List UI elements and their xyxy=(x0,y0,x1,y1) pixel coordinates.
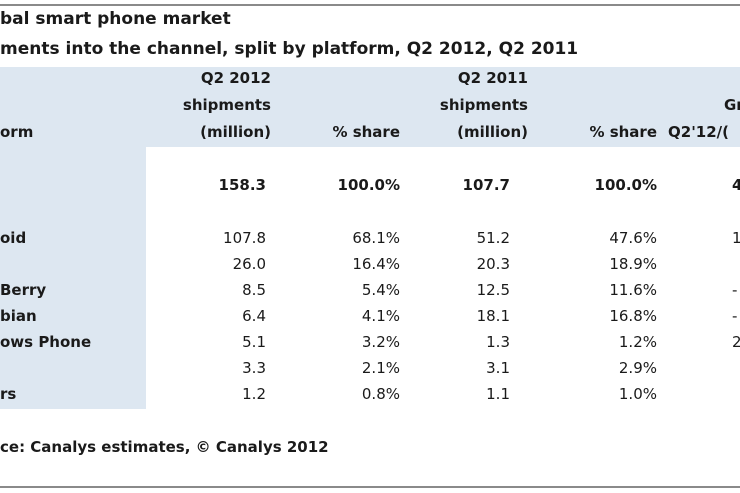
cell: 4.1% xyxy=(361,307,400,325)
cell: 1.1 xyxy=(486,385,510,403)
cell: 68.1% xyxy=(352,229,400,247)
cell: 12.5 xyxy=(476,281,510,299)
cell: 20.3 xyxy=(476,255,510,273)
cell: 4 xyxy=(732,176,740,194)
row-label: ows Phone xyxy=(0,333,92,351)
cell: 2 xyxy=(732,333,740,351)
cell: 100.0% xyxy=(337,176,400,194)
header-band xyxy=(0,67,740,147)
header-q2-2011: (million) xyxy=(457,123,528,141)
row-label: Berry xyxy=(0,281,47,299)
cell: 8.5 xyxy=(242,281,266,299)
cell: 16.4% xyxy=(352,255,400,273)
cell: 1.2% xyxy=(618,333,657,351)
cell: 107.8 xyxy=(223,229,266,247)
header-growth: Gr xyxy=(724,96,740,114)
cell: 1 xyxy=(732,229,740,247)
source: ce: Canalys estimates, © Canalys 2012 xyxy=(0,438,329,456)
header-q2-2011: Q2 2011 xyxy=(457,69,528,87)
cell: 18.1 xyxy=(476,307,510,325)
row-label: rs xyxy=(0,385,17,403)
title: bal smart phone market xyxy=(0,9,231,29)
cell: - xyxy=(732,281,738,299)
cell: 18.9% xyxy=(609,255,657,273)
cell: 100.0% xyxy=(594,176,657,194)
header-q2-2012: Q2 2012 xyxy=(200,69,271,87)
header-share: % share xyxy=(589,123,657,141)
cell: 1.3 xyxy=(486,333,510,351)
header-q2-2011: shipments xyxy=(439,96,528,114)
header-growth: Q2'12/( xyxy=(668,123,729,141)
cell: 11.6% xyxy=(609,281,657,299)
cell: - xyxy=(732,307,738,325)
cell: 0.8% xyxy=(361,385,400,403)
label-column-band xyxy=(0,147,146,409)
row-label: bian xyxy=(0,307,37,325)
header-share: % share xyxy=(332,123,400,141)
cell: 26.0 xyxy=(232,255,266,273)
cell: 3.2% xyxy=(361,333,400,351)
row-label: oid xyxy=(0,229,27,247)
cell: 107.7 xyxy=(462,176,510,194)
subtitle: ments into the channel, split by platfor… xyxy=(0,39,579,59)
cell: 158.3 xyxy=(218,176,266,194)
header-platform: orm xyxy=(0,123,34,141)
cell: 51.2 xyxy=(476,229,510,247)
cell: 3.1 xyxy=(486,359,510,377)
cell: 1.0% xyxy=(618,385,657,403)
header-q2-2012: (million) xyxy=(200,123,271,141)
cell: 6.4 xyxy=(242,307,266,325)
cell: 1.2 xyxy=(242,385,266,403)
cell: 47.6% xyxy=(609,229,657,247)
cell: 3.3 xyxy=(242,359,266,377)
header-q2-2012: shipments xyxy=(182,96,271,114)
bottom-rule xyxy=(0,486,740,488)
cell: 5.1 xyxy=(242,333,266,351)
top-rule xyxy=(0,4,740,6)
cell: 16.8% xyxy=(609,307,657,325)
cell: 2.9% xyxy=(618,359,657,377)
cell: 5.4% xyxy=(361,281,400,299)
cell: 2.1% xyxy=(361,359,400,377)
